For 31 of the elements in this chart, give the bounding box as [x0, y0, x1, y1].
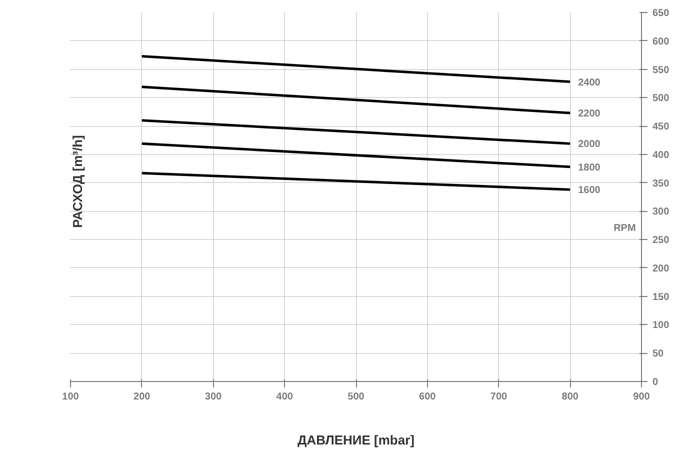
y-tick-label: 200: [652, 263, 670, 274]
series-label: 2400: [578, 77, 601, 88]
y-tick-label: 400: [652, 150, 670, 161]
y-tick-label: 100: [652, 320, 670, 332]
x-tick-label: 900: [633, 392, 650, 402]
x-axis-title: ДАВЛЕНИЕ [mbar]: [298, 432, 414, 448]
series-label: 1800: [578, 162, 601, 174]
y-tick-label: 50: [652, 348, 664, 360]
y-tick-label: 500: [652, 93, 670, 104]
y-tick-label: 0: [652, 377, 658, 388]
x-tick-label: 600: [419, 392, 436, 402]
y-tick-label: 300: [652, 206, 670, 218]
y-tick-label: 600: [652, 36, 670, 48]
x-tick-label: 300: [204, 392, 222, 402]
series-label: 1600: [578, 185, 601, 196]
annotation: RPM: [614, 222, 636, 234]
x-tick-label: 400: [276, 392, 294, 402]
x-tick-label: 200: [134, 392, 151, 402]
series-label: 2200: [578, 108, 601, 120]
y-tick-label: 550: [652, 64, 670, 76]
series-label: 2000: [578, 139, 601, 150]
x-tick-label: 500: [348, 392, 365, 402]
x-tick-label: 800: [562, 392, 579, 402]
y-tick-label: 350: [652, 178, 670, 190]
x-tick-label: 100: [62, 392, 80, 402]
y-tick-label: 450: [652, 122, 670, 133]
y-tick-label: 250: [652, 235, 670, 246]
y-axis-title: РАСХОД [m³/h]: [70, 135, 85, 228]
y-tick-label: 150: [652, 292, 670, 303]
x-tick-label: 700: [490, 392, 508, 402]
y-tick-label: 650: [652, 8, 670, 19]
